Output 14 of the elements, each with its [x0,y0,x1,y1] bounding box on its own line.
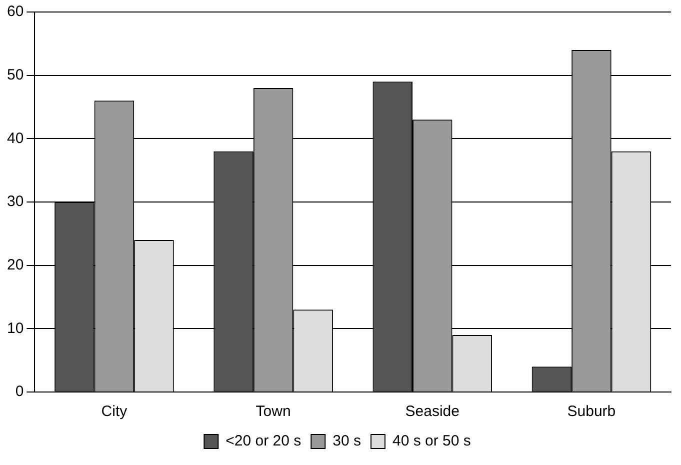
x-tick-label: City [101,403,128,420]
y-tick-label: 10 [6,320,24,337]
legend-label: 30 s [332,432,361,450]
y-tick-label: 30 [6,193,24,210]
x-tick-label: Suburb [567,403,616,420]
legend-label: <20 or 20 s [226,432,302,450]
x-tick-label: Seaside [405,403,460,420]
y-tick-label: 0 [15,383,24,400]
y-tick-label: 50 [6,66,24,84]
x-tick-label: Town [256,403,291,420]
legend-label: 40 s or 50 s [392,432,471,450]
y-tick-label: 20 [6,256,24,274]
y-tick-label: 60 [6,3,24,20]
y-tick-label: 40 [6,130,24,147]
